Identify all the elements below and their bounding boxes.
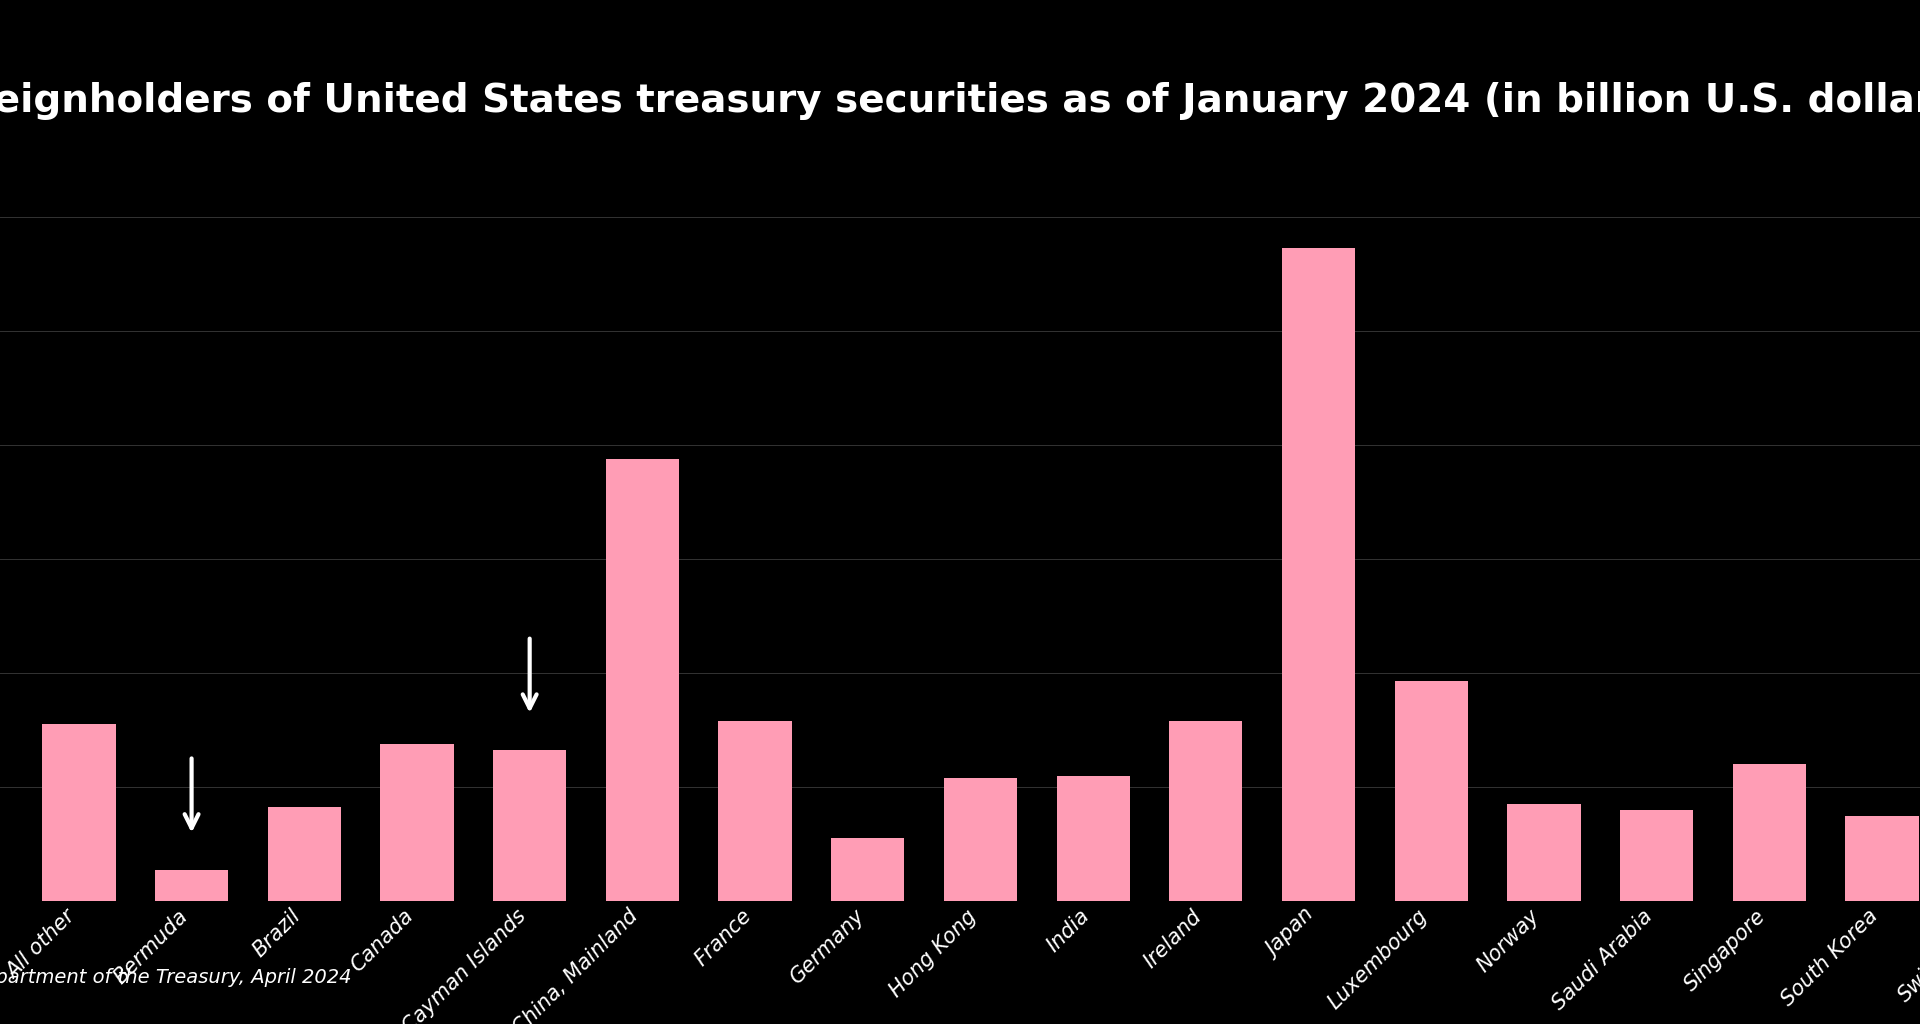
Bar bbox=[1507, 804, 1580, 901]
Bar bbox=[831, 839, 904, 901]
Bar bbox=[1169, 721, 1242, 901]
Bar bbox=[1283, 248, 1356, 901]
Bar bbox=[267, 807, 342, 901]
Text: [OC] Major foreignholders of United States treasury securities as of January 202: [OC] Major foreignholders of United Stat… bbox=[0, 82, 1920, 120]
Bar bbox=[718, 721, 791, 901]
Bar bbox=[380, 744, 453, 901]
Text: U.S. Department of the Treasury, April 2024: U.S. Department of the Treasury, April 2… bbox=[0, 968, 351, 987]
Bar bbox=[493, 750, 566, 901]
Bar bbox=[1394, 682, 1469, 901]
Bar bbox=[1732, 764, 1807, 901]
Bar bbox=[1620, 810, 1693, 901]
Bar bbox=[42, 724, 115, 901]
Bar bbox=[1056, 775, 1129, 901]
Bar bbox=[1845, 815, 1918, 901]
Bar bbox=[605, 459, 680, 901]
Bar bbox=[945, 778, 1018, 901]
Bar bbox=[156, 869, 228, 901]
